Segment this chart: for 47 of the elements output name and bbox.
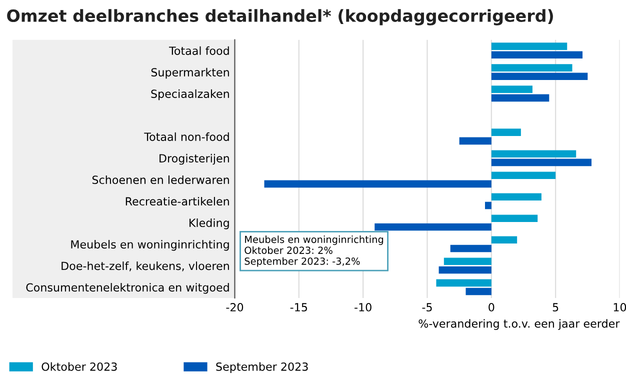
x-tick-label: 5	[552, 303, 558, 312]
x-axis-title: %-verandering t.o.v. een jaar eerder	[418, 319, 620, 330]
y-tick-label: Schoenen en lederwaren	[92, 175, 229, 184]
y-tick-label: Totaal food	[169, 46, 229, 55]
bar	[491, 42, 568, 50]
bar	[491, 128, 521, 136]
x-tick-label: -15	[290, 303, 308, 312]
y-tick-label: Speciaalzaken	[151, 89, 229, 100]
bar	[450, 244, 492, 252]
annotation: Meubels en woninginrichting	[245, 236, 384, 245]
bar	[438, 266, 492, 274]
bar	[264, 180, 492, 188]
y-tick-label: Recreatie-artikelen	[126, 196, 229, 206]
bar	[491, 193, 542, 201]
y-tick-label: Doe-het-zelf, keukens, vloeren	[62, 261, 229, 272]
bar	[491, 51, 583, 59]
x-tick-label: -10	[354, 303, 372, 312]
x-tick-label: 0	[488, 303, 494, 312]
annotation: September 2023: -3,2%	[244, 257, 360, 267]
y-tick-label: Consumentenelektronica en witgoed	[26, 282, 229, 294]
bar	[491, 86, 532, 93]
y-tick-label: Drogisterijen	[160, 154, 229, 165]
y-tick-label: Meubels en woninginrichting	[71, 240, 229, 251]
bar	[491, 64, 572, 72]
x-tick-label: 10	[614, 303, 626, 312]
x-tick-label: -5	[422, 303, 432, 312]
y-tick-label: Kleding	[190, 218, 229, 230]
x-tick-label: -20	[226, 303, 244, 312]
annotation: Oktober 2023: 2%	[244, 246, 332, 254]
bar	[491, 150, 576, 158]
bar	[436, 279, 492, 287]
legend-label: Oktober 2023	[42, 362, 117, 371]
bar	[491, 214, 538, 222]
y-tick-label: Supermarkten	[151, 68, 229, 79]
bar	[466, 288, 492, 296]
bar	[459, 137, 492, 145]
bar	[374, 223, 492, 231]
legend-label: September 2023	[216, 362, 308, 373]
bar	[491, 158, 592, 166]
y-tick-label: Totaal non-food	[144, 132, 229, 142]
chart-title: Omzet deelbranches detailhandel* (koopdaggecorrigeerd)	[7, 9, 553, 26]
bar	[491, 72, 588, 80]
bar	[491, 236, 518, 244]
bar	[484, 202, 492, 210]
bar	[491, 172, 556, 180]
bar	[491, 94, 550, 102]
bar	[444, 258, 492, 266]
